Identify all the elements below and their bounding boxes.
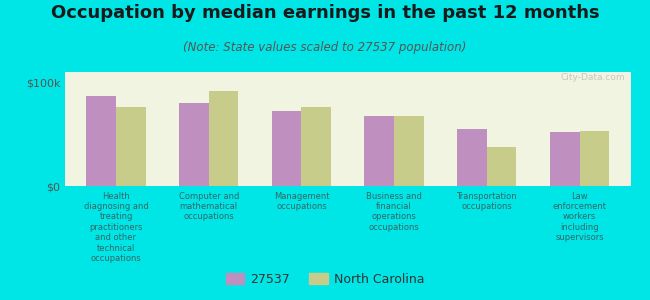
Bar [179, 103, 209, 186]
Bar [272, 111, 302, 186]
Bar [209, 91, 239, 186]
Bar [457, 129, 487, 186]
Bar [394, 116, 424, 186]
Bar [550, 132, 580, 186]
Text: (Note: State values scaled to 27537 population): (Note: State values scaled to 27537 popu… [183, 40, 467, 53]
Bar [86, 96, 116, 186]
Text: Occupation by median earnings in the past 12 months: Occupation by median earnings in the pas… [51, 4, 599, 22]
Bar [487, 147, 517, 186]
Bar [302, 107, 331, 186]
Bar [116, 107, 146, 186]
Bar [580, 131, 609, 186]
Bar [365, 116, 394, 186]
Text: City-Data.com: City-Data.com [560, 73, 625, 82]
Legend: 27537, North Carolina: 27537, North Carolina [220, 268, 430, 291]
